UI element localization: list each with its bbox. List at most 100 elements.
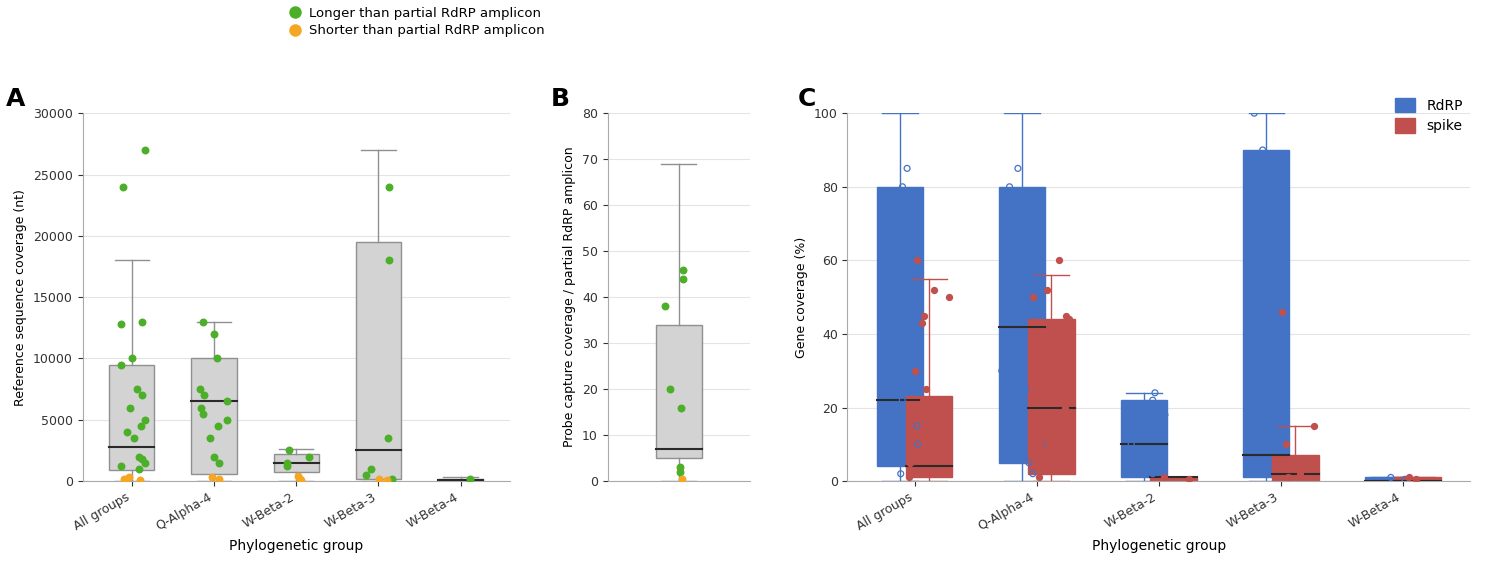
Point xyxy=(110,360,134,369)
Bar xyxy=(192,358,237,474)
Point xyxy=(1242,109,1266,118)
Point xyxy=(1251,469,1275,478)
Point xyxy=(1178,475,1202,484)
Point xyxy=(288,474,312,483)
Point xyxy=(1047,256,1071,265)
Point xyxy=(670,474,694,483)
Point xyxy=(116,427,140,436)
Point xyxy=(1274,440,1298,449)
Point xyxy=(1268,440,1292,449)
Point xyxy=(1251,145,1275,155)
Y-axis label: Reference sequence coverage (nt): Reference sequence coverage (nt) xyxy=(15,188,27,406)
Point xyxy=(126,385,150,394)
Point xyxy=(128,476,152,485)
Point xyxy=(1011,421,1035,431)
Point xyxy=(216,415,240,424)
Text: A: A xyxy=(6,87,26,112)
Point xyxy=(878,275,902,284)
Point xyxy=(990,366,1014,375)
Point xyxy=(1154,410,1178,419)
Point xyxy=(992,348,1016,357)
Bar xyxy=(1395,478,1440,481)
Point xyxy=(128,452,152,461)
Point xyxy=(1140,396,1164,405)
Point xyxy=(885,458,909,468)
Point xyxy=(1053,385,1077,394)
Point xyxy=(912,440,936,449)
Point xyxy=(932,403,956,412)
Point xyxy=(672,275,696,284)
Point xyxy=(206,354,230,363)
Point xyxy=(190,409,214,418)
Point xyxy=(891,396,915,405)
Point xyxy=(1030,440,1054,449)
Point xyxy=(1017,458,1041,468)
Point xyxy=(897,465,921,474)
Point xyxy=(134,415,158,424)
Point xyxy=(912,396,936,405)
Point xyxy=(1035,285,1059,294)
Y-axis label: Gene coverage (%): Gene coverage (%) xyxy=(795,237,808,358)
Point xyxy=(214,397,238,406)
Point xyxy=(1014,385,1038,394)
Legend: RdRP, spike: RdRP, spike xyxy=(1395,98,1462,133)
Point xyxy=(132,458,156,468)
Point xyxy=(915,385,939,394)
Point xyxy=(1270,307,1294,316)
Point xyxy=(117,473,141,482)
Point xyxy=(1302,421,1326,431)
Point xyxy=(274,458,298,468)
Point xyxy=(1042,366,1066,375)
Point xyxy=(654,302,678,311)
Point xyxy=(1004,256,1028,265)
Point xyxy=(1054,311,1078,320)
Point xyxy=(134,145,158,155)
Point xyxy=(110,320,134,329)
Point xyxy=(1404,475,1428,484)
Point xyxy=(202,452,226,461)
Point xyxy=(1029,440,1053,449)
Point xyxy=(378,182,402,191)
Point xyxy=(130,391,154,400)
Point xyxy=(1020,293,1044,302)
Point xyxy=(297,452,321,461)
Point xyxy=(888,469,912,478)
Point xyxy=(1140,469,1164,478)
Point xyxy=(192,391,216,400)
Point xyxy=(898,285,922,294)
Point xyxy=(1245,182,1269,191)
Bar xyxy=(1272,455,1318,481)
Point xyxy=(202,329,226,338)
Point xyxy=(906,440,930,449)
Point xyxy=(912,311,936,320)
Bar xyxy=(1028,319,1074,474)
Legend: Longer than partial RdRP amplicon, Shorter than partial RdRP amplicon: Longer than partial RdRP amplicon, Short… xyxy=(291,7,544,37)
Bar xyxy=(656,325,702,458)
Point xyxy=(207,458,231,468)
Point xyxy=(904,256,928,265)
Point xyxy=(1028,275,1051,284)
Point xyxy=(112,475,136,484)
Point xyxy=(200,472,223,481)
Point xyxy=(670,265,694,274)
Point xyxy=(993,329,1017,338)
Point xyxy=(190,317,214,326)
Bar xyxy=(1120,400,1167,478)
Bar xyxy=(906,396,952,478)
Point xyxy=(459,474,483,483)
Point xyxy=(897,473,921,482)
Bar xyxy=(999,187,1045,463)
Point xyxy=(129,421,153,431)
Point xyxy=(884,256,908,265)
Point xyxy=(112,474,136,483)
Point xyxy=(1119,440,1143,449)
Y-axis label: Probe capture coverage / partial RdRP amplicon: Probe capture coverage / partial RdRP am… xyxy=(562,147,576,448)
Point xyxy=(668,463,692,472)
Point xyxy=(198,434,222,443)
Point xyxy=(360,464,384,473)
Point xyxy=(290,475,314,484)
Point xyxy=(657,385,681,394)
Point xyxy=(111,182,135,191)
Point xyxy=(1041,421,1065,431)
Point xyxy=(368,474,392,483)
